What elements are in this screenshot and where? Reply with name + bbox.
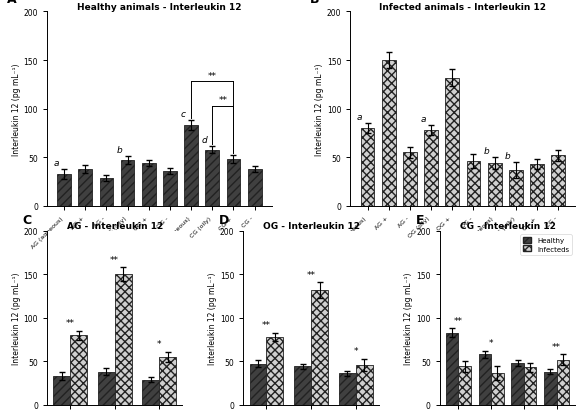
Bar xyxy=(479,354,491,405)
Text: a: a xyxy=(53,159,59,168)
Bar xyxy=(511,363,524,405)
Text: b: b xyxy=(484,147,490,156)
Bar xyxy=(491,373,504,405)
Bar xyxy=(184,126,198,206)
Text: A: A xyxy=(6,0,16,6)
Text: C: C xyxy=(22,214,32,227)
Title: Healthy animals - Interleukin 12: Healthy animals - Interleukin 12 xyxy=(77,2,242,12)
Text: *: * xyxy=(353,347,358,355)
Bar xyxy=(57,174,71,206)
Text: a: a xyxy=(357,113,362,122)
Title: Infected animals - Interleukin 12: Infected animals - Interleukin 12 xyxy=(379,2,546,12)
Bar xyxy=(248,170,262,206)
Bar xyxy=(424,131,438,206)
Bar xyxy=(509,171,522,206)
Bar xyxy=(524,368,537,405)
Text: c: c xyxy=(181,110,185,119)
Bar xyxy=(339,373,356,405)
Y-axis label: Interleukin 12 (pg mL⁻¹): Interleukin 12 (pg mL⁻¹) xyxy=(12,63,21,156)
Bar xyxy=(205,150,219,206)
Text: **: ** xyxy=(208,72,217,81)
Text: b: b xyxy=(117,146,123,155)
Text: **: ** xyxy=(66,318,75,328)
Bar xyxy=(249,364,266,405)
Text: E: E xyxy=(416,214,424,227)
Text: b: b xyxy=(505,152,511,161)
Text: *: * xyxy=(489,339,494,347)
Y-axis label: Interleukin 12 (pg mL⁻¹): Interleukin 12 (pg mL⁻¹) xyxy=(12,272,21,364)
Bar xyxy=(78,170,92,206)
Bar xyxy=(446,78,459,206)
Bar xyxy=(227,160,240,206)
Text: **: ** xyxy=(306,270,316,279)
Bar xyxy=(488,164,501,206)
Title: CG - Interleukin 12: CG - Interleukin 12 xyxy=(460,221,555,230)
Title: OG - Interleukin 12: OG - Interleukin 12 xyxy=(262,221,360,230)
Bar xyxy=(551,156,565,206)
Bar xyxy=(403,153,417,206)
Legend: Healthy, Infecteds: Healthy, Infecteds xyxy=(520,235,572,255)
Y-axis label: Interleukin 12 (pg mL⁻¹): Interleukin 12 (pg mL⁻¹) xyxy=(404,272,413,364)
Bar xyxy=(446,333,458,405)
Text: D: D xyxy=(219,214,230,227)
Bar xyxy=(556,360,569,405)
Bar xyxy=(311,290,328,405)
Bar xyxy=(163,171,177,206)
Bar xyxy=(70,335,87,405)
Bar xyxy=(100,178,113,206)
Bar xyxy=(458,367,471,405)
Bar xyxy=(53,376,70,405)
Bar xyxy=(544,372,556,405)
Text: **: ** xyxy=(552,342,561,351)
Bar xyxy=(142,164,156,206)
Bar xyxy=(530,165,544,206)
Text: **: ** xyxy=(110,255,119,264)
Bar xyxy=(159,357,176,405)
Y-axis label: Interleukin 12 (pg mL⁻¹): Interleukin 12 (pg mL⁻¹) xyxy=(315,63,324,156)
Bar xyxy=(356,365,373,405)
Bar xyxy=(360,129,375,206)
Text: *: * xyxy=(157,339,161,349)
Text: **: ** xyxy=(454,316,463,325)
Y-axis label: Interleukin 12 (pg mL⁻¹): Interleukin 12 (pg mL⁻¹) xyxy=(208,272,217,364)
Bar xyxy=(266,337,284,405)
Text: d: d xyxy=(201,135,207,145)
Bar xyxy=(382,61,396,206)
Text: **: ** xyxy=(218,96,227,105)
Bar xyxy=(294,367,311,405)
Bar xyxy=(114,275,131,405)
Text: **: ** xyxy=(262,320,271,329)
Text: a: a xyxy=(420,115,426,124)
Text: B: B xyxy=(310,0,319,6)
Bar xyxy=(98,372,114,405)
Bar xyxy=(121,161,134,206)
Bar xyxy=(143,380,159,405)
Bar xyxy=(467,162,480,206)
Title: AG - Interleukin 12: AG - Interleukin 12 xyxy=(66,221,163,230)
